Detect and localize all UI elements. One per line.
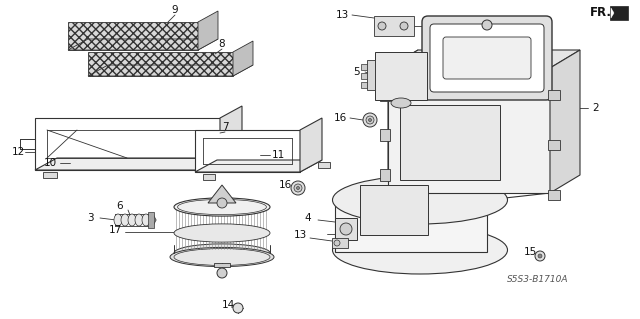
Circle shape: [535, 251, 545, 261]
Polygon shape: [233, 41, 253, 76]
Polygon shape: [195, 130, 300, 172]
Text: 14: 14: [221, 300, 235, 310]
Bar: [400, 105, 500, 180]
Text: 8: 8: [219, 39, 225, 49]
Bar: [332, 238, 348, 248]
FancyBboxPatch shape: [430, 24, 544, 92]
Polygon shape: [548, 190, 560, 200]
Polygon shape: [550, 50, 580, 193]
Ellipse shape: [333, 176, 508, 224]
Circle shape: [217, 198, 227, 208]
FancyBboxPatch shape: [422, 16, 552, 100]
Polygon shape: [548, 140, 560, 150]
Polygon shape: [388, 50, 418, 193]
Polygon shape: [611, 8, 614, 18]
Polygon shape: [148, 212, 154, 228]
Text: 6: 6: [116, 201, 124, 211]
Circle shape: [294, 184, 302, 192]
Polygon shape: [195, 160, 322, 172]
Circle shape: [400, 22, 408, 30]
Polygon shape: [300, 118, 322, 172]
Circle shape: [363, 113, 377, 127]
Text: 2: 2: [593, 103, 599, 113]
Text: 3: 3: [86, 213, 93, 223]
Polygon shape: [610, 6, 628, 20]
Polygon shape: [380, 89, 390, 101]
Text: 15: 15: [524, 247, 536, 257]
Polygon shape: [88, 52, 233, 76]
Text: 13: 13: [335, 10, 349, 20]
Circle shape: [482, 20, 492, 30]
Ellipse shape: [142, 214, 150, 226]
Text: 1: 1: [347, 193, 353, 203]
Circle shape: [378, 22, 386, 30]
Text: 4: 4: [305, 213, 311, 223]
Text: 13: 13: [293, 230, 307, 240]
Bar: [360, 185, 428, 235]
Ellipse shape: [391, 98, 411, 108]
Text: 11: 11: [271, 150, 285, 160]
Polygon shape: [380, 129, 390, 141]
Ellipse shape: [174, 244, 270, 262]
Text: FR.: FR.: [590, 5, 612, 19]
Text: 7: 7: [221, 122, 228, 132]
FancyBboxPatch shape: [443, 37, 531, 79]
Polygon shape: [388, 50, 580, 68]
Polygon shape: [380, 169, 390, 181]
Text: 10: 10: [44, 158, 56, 168]
Text: 12: 12: [12, 147, 24, 157]
Circle shape: [296, 187, 300, 189]
Circle shape: [366, 116, 374, 124]
Polygon shape: [43, 172, 57, 178]
Ellipse shape: [174, 224, 270, 242]
Ellipse shape: [114, 214, 122, 226]
Polygon shape: [88, 65, 253, 76]
Circle shape: [217, 268, 227, 278]
Text: 5: 5: [354, 67, 360, 77]
Polygon shape: [214, 263, 230, 267]
Polygon shape: [318, 162, 330, 168]
Polygon shape: [367, 60, 375, 90]
Ellipse shape: [170, 248, 274, 267]
Circle shape: [538, 254, 542, 258]
Polygon shape: [374, 16, 414, 36]
Polygon shape: [35, 158, 242, 170]
Circle shape: [340, 223, 352, 235]
Polygon shape: [208, 185, 236, 203]
Text: 16: 16: [278, 180, 292, 190]
Polygon shape: [203, 174, 215, 180]
Polygon shape: [198, 11, 218, 50]
Ellipse shape: [121, 214, 129, 226]
Text: 9: 9: [172, 5, 179, 15]
Circle shape: [334, 240, 340, 246]
Ellipse shape: [174, 198, 270, 216]
Circle shape: [291, 181, 305, 195]
Bar: [335, 200, 487, 252]
Bar: [375, 52, 427, 100]
Polygon shape: [68, 39, 218, 50]
Circle shape: [369, 118, 371, 122]
Polygon shape: [68, 22, 198, 50]
Polygon shape: [548, 90, 560, 100]
Ellipse shape: [135, 214, 143, 226]
Polygon shape: [388, 68, 550, 193]
Ellipse shape: [333, 226, 508, 274]
Ellipse shape: [174, 249, 270, 265]
Polygon shape: [220, 106, 242, 170]
Circle shape: [233, 303, 243, 313]
Bar: [361, 64, 367, 70]
Text: S5S3-B1710A: S5S3-B1710A: [508, 276, 569, 285]
Ellipse shape: [128, 214, 136, 226]
Bar: [361, 82, 367, 88]
Polygon shape: [35, 118, 220, 170]
Bar: [335, 218, 357, 240]
Text: 16: 16: [333, 113, 347, 123]
Text: 17: 17: [108, 225, 122, 235]
Bar: [361, 73, 367, 79]
